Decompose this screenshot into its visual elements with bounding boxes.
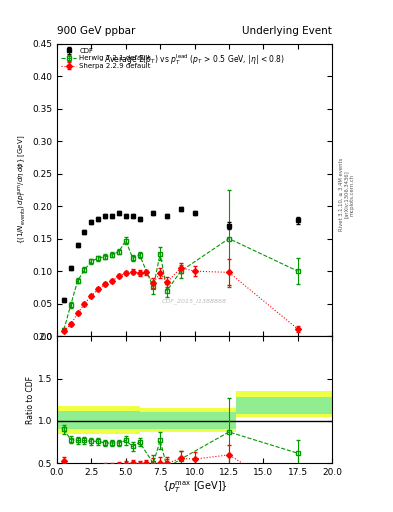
X-axis label: $\{p_T^\mathrm{max}$ [GeV]$\}$: $\{p_T^\mathrm{max}$ [GeV]$\}$ <box>162 480 228 496</box>
Text: mcplots.cern.ch: mcplots.cern.ch <box>350 174 355 216</box>
Y-axis label: Ratio to CDF: Ratio to CDF <box>26 376 35 424</box>
Text: [arXiv:1306.3436]: [arXiv:1306.3436] <box>344 170 349 219</box>
Text: Average $\Sigma(p_T)$ vs $p_T^\mathrm{lead}$ ($p_T$ > 0.5 GeV, $|\eta|$ < 0.8): Average $\Sigma(p_T)$ vs $p_T^\mathrm{le… <box>104 52 285 67</box>
Text: Rivet 3.1.10, ≥ 3.4M events: Rivet 3.1.10, ≥ 3.4M events <box>339 158 344 231</box>
Text: 900 GeV ppbar: 900 GeV ppbar <box>57 26 135 36</box>
Legend: CDF, Herwig 7.2.1 default, Sherpa 2.2.9 default: CDF, Herwig 7.2.1 default, Sherpa 2.2.9 … <box>60 46 152 71</box>
Text: Underlying Event: Underlying Event <box>242 26 332 36</box>
Y-axis label: $\{(1/N_\mathrm{events})\,dp_T^\mathrm{sum}/d\eta\,d\phi\}$ [GeV]: $\{(1/N_\mathrm{events})\,dp_T^\mathrm{s… <box>17 135 29 244</box>
Text: CDF_2015_I1388868: CDF_2015_I1388868 <box>162 298 227 304</box>
